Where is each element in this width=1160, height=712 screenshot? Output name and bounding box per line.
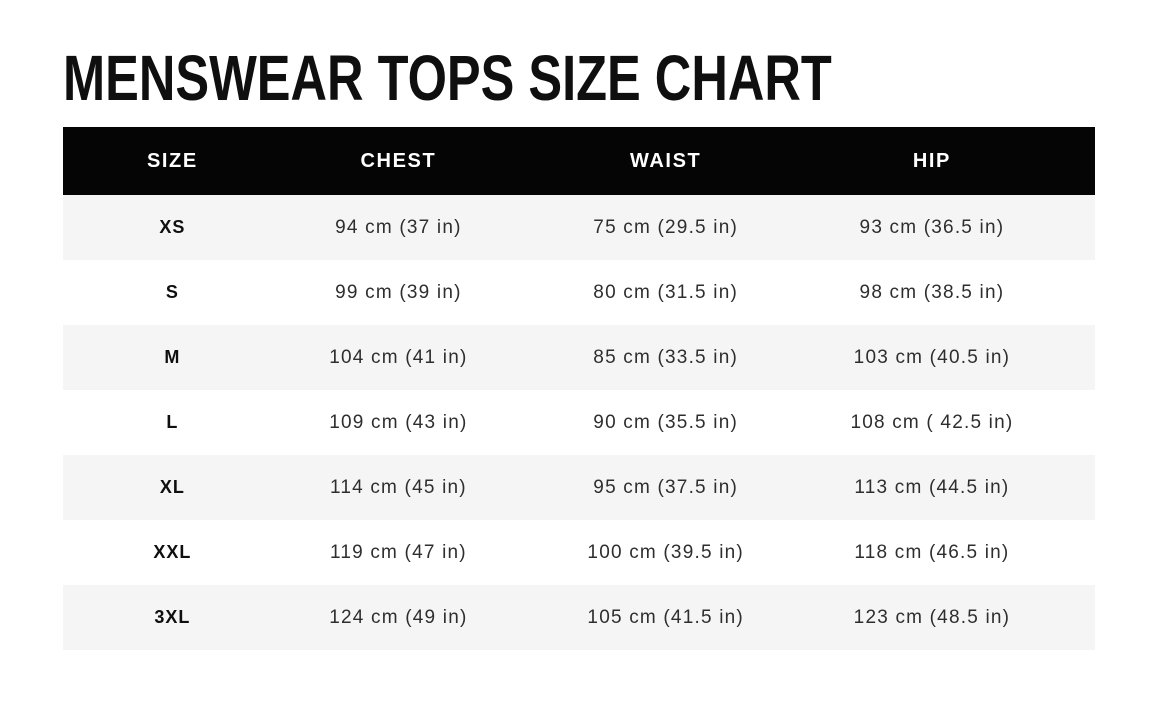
table-row-3xl: 3XL 124 cm (49 in) 105 cm (41.5 in) 123 … — [63, 585, 1095, 650]
waist-cell: 75 cm (29.5 in) — [593, 216, 739, 238]
table-row-s: S 99 cm (39 in) 80 cm (31.5 in) 98 cm (3… — [63, 260, 1095, 325]
size-cell: XXL — [153, 542, 192, 562]
table-header-row: SIZE CHEST WAIST HIP — [63, 127, 1095, 195]
chest-cell: 119 cm (47 in) — [329, 541, 467, 563]
table-row-xl: XL 114 cm (45 in) 95 cm (37.5 in) 113 cm… — [63, 455, 1095, 520]
chest-cell: 104 cm (41 in) — [329, 346, 468, 368]
header-cell-size: SIZE — [146, 149, 198, 172]
page-title: MENSWEAR TOPS SIZE CHART — [63, 42, 832, 114]
header-cell-hip: HIP — [912, 149, 951, 172]
chest-cell: 94 cm (37 in) — [335, 216, 462, 238]
hip-cell: 108 cm ( 42.5 in) — [850, 411, 1014, 433]
hip-cell: 93 cm (36.5 in) — [859, 216, 1005, 238]
header-cell-waist: WAIST — [630, 149, 702, 172]
table-row-xxl: XXL 119 cm (47 in) 100 cm (39.5 in) 118 … — [63, 520, 1095, 585]
chest-cell: 99 cm (39 in) — [335, 281, 462, 303]
table-row-l: L 109 cm (43 in) 90 cm (35.5 in) 108 cm … — [63, 390, 1095, 455]
chest-cell: 124 cm (49 in) — [329, 606, 468, 628]
table-row-xs: XS 94 cm (37 in) 75 cm (29.5 in) 93 cm (… — [63, 195, 1095, 260]
size-cell: S — [165, 282, 179, 302]
waist-cell: 90 cm (35.5 in) — [593, 411, 739, 433]
size-cell: 3XL — [154, 607, 191, 627]
chest-cell: 109 cm (43 in) — [329, 411, 468, 433]
hip-cell: 113 cm (44.5 in) — [854, 476, 1010, 498]
hip-cell: 118 cm (46.5 in) — [854, 541, 1010, 563]
chest-cell: 114 cm (45 in) — [329, 476, 467, 498]
size-cell: XL — [159, 477, 185, 497]
size-cell: M — [164, 347, 181, 367]
header-cell-chest: CHEST — [360, 149, 437, 172]
waist-cell: 105 cm (41.5 in) — [587, 606, 744, 628]
table-row-m: M 104 cm (41 in) 85 cm (33.5 in) 103 cm … — [63, 325, 1095, 390]
size-cell: L — [166, 412, 179, 432]
hip-cell: 123 cm (48.5 in) — [853, 606, 1011, 628]
waist-cell: 80 cm (31.5 in) — [593, 281, 739, 303]
waist-cell: 100 cm (39.5 in) — [587, 541, 744, 563]
size-chart-table: SIZE CHEST WAIST HIP XS 94 cm (37 in) 75… — [63, 127, 1095, 650]
waist-cell: 85 cm (33.5 in) — [593, 346, 739, 368]
size-cell: XS — [159, 217, 186, 237]
hip-cell: 103 cm (40.5 in) — [853, 346, 1011, 368]
waist-cell: 95 cm (37.5 in) — [593, 476, 739, 498]
hip-cell: 98 cm (38.5 in) — [859, 281, 1005, 303]
